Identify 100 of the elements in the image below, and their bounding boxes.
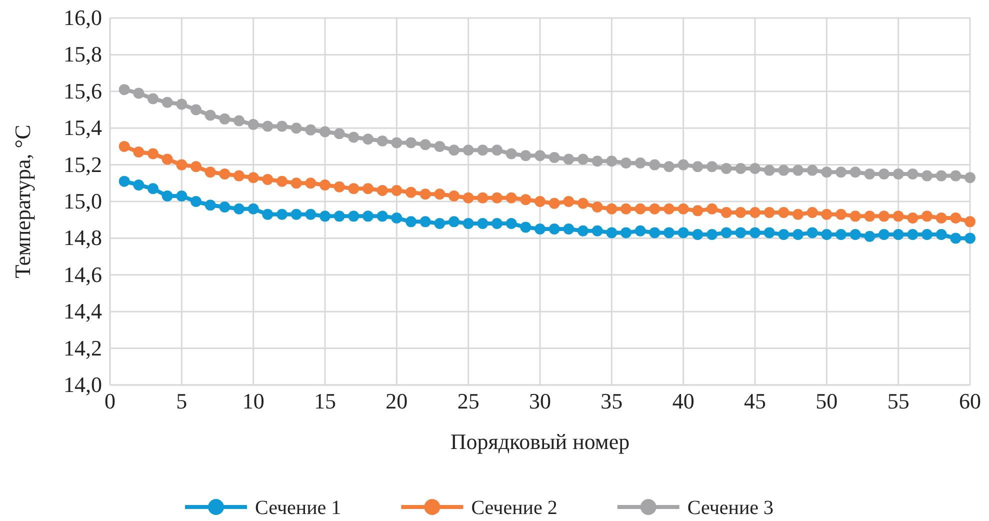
point <box>563 224 574 235</box>
point <box>391 185 402 196</box>
point <box>162 190 173 202</box>
point <box>176 190 188 202</box>
legend-label: Сечение 3 <box>687 497 774 519</box>
point <box>806 207 818 218</box>
point <box>892 210 904 222</box>
point <box>620 203 632 214</box>
point <box>262 174 274 185</box>
point <box>806 227 818 238</box>
point <box>276 120 288 132</box>
point <box>950 170 962 182</box>
point <box>964 172 976 184</box>
point <box>892 168 904 180</box>
point <box>492 218 502 230</box>
point <box>290 178 302 189</box>
point <box>420 188 431 200</box>
x-tick-label: 35 <box>600 388 623 414</box>
point <box>836 208 846 220</box>
point <box>506 148 517 160</box>
point <box>362 183 374 194</box>
point <box>520 150 532 162</box>
point <box>634 225 646 236</box>
point <box>864 168 876 180</box>
point <box>148 148 158 160</box>
point <box>276 208 288 220</box>
point <box>878 210 890 222</box>
point <box>578 154 588 165</box>
x-tick-label: 0 <box>104 388 116 414</box>
y-tick-label: 14,6 <box>64 262 102 287</box>
point <box>864 210 876 222</box>
point <box>548 224 560 235</box>
point <box>276 176 288 187</box>
point <box>864 230 876 242</box>
point <box>262 208 274 220</box>
y-tick-label: 15,0 <box>64 188 102 214</box>
point <box>118 176 130 187</box>
point <box>305 178 316 189</box>
point <box>750 207 760 218</box>
point <box>664 203 674 214</box>
y-tick-label: 14,8 <box>64 225 102 250</box>
point <box>190 104 202 116</box>
y-tick-label: 15,2 <box>64 152 102 177</box>
point <box>735 227 746 238</box>
point <box>320 126 330 138</box>
x-tick-label: 20 <box>386 388 408 414</box>
point <box>320 179 330 190</box>
point <box>907 212 918 224</box>
point <box>792 208 804 220</box>
point <box>821 229 832 240</box>
point <box>836 166 846 178</box>
point <box>520 222 532 233</box>
x-tick-label: 30 <box>529 388 551 414</box>
point <box>578 225 588 236</box>
point <box>692 205 704 216</box>
point <box>592 225 603 236</box>
point <box>892 229 904 240</box>
x-tick-label: 10 <box>242 388 264 414</box>
point <box>936 229 947 240</box>
point <box>133 146 144 158</box>
point <box>376 185 388 196</box>
point <box>434 140 446 152</box>
point <box>964 232 976 244</box>
point <box>162 96 173 108</box>
y-axis-title: Температура, °C <box>10 124 35 278</box>
point <box>290 122 302 134</box>
point <box>434 218 446 230</box>
point <box>133 179 144 190</box>
point <box>735 162 746 174</box>
point <box>634 203 646 214</box>
point <box>492 192 502 204</box>
point <box>248 203 259 214</box>
point <box>922 170 932 182</box>
point <box>922 229 932 240</box>
y-tick-label: 14,0 <box>64 372 102 398</box>
point <box>706 229 718 240</box>
point <box>391 212 402 224</box>
point <box>950 232 962 244</box>
point <box>878 229 890 240</box>
x-axis-title: Порядковый номер <box>450 429 630 454</box>
point <box>720 227 732 238</box>
point <box>778 164 790 176</box>
x-tick-label: 5 <box>176 388 188 414</box>
point <box>936 212 947 224</box>
y-tick-label: 14,2 <box>64 335 102 360</box>
point <box>806 164 818 176</box>
x-tick-label: 15 <box>314 388 336 414</box>
x-tick-label: 45 <box>744 388 766 414</box>
point <box>477 192 488 204</box>
point <box>320 210 330 222</box>
point <box>764 227 775 238</box>
point <box>305 124 316 136</box>
x-tick-label: 55 <box>887 388 910 414</box>
point <box>606 156 618 167</box>
point <box>219 202 230 212</box>
point <box>334 128 345 140</box>
point <box>620 227 632 238</box>
point <box>234 115 244 126</box>
point <box>878 168 890 180</box>
point <box>248 118 259 130</box>
